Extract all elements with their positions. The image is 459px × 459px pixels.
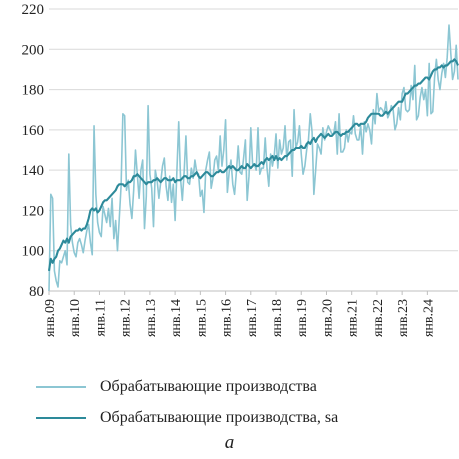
legend-item-1: Обрабатывающие производства: [36, 378, 317, 396]
y-tick-label: 140: [22, 163, 45, 179]
y-tick-label: 100: [22, 244, 45, 260]
x-tick-label: янв.20: [321, 299, 336, 337]
x-tick-label: янв.19: [295, 299, 310, 337]
y-tick-label: 160: [22, 123, 45, 139]
y-gridlines: [49, 8, 458, 252]
y-tick-label: 80: [29, 284, 44, 300]
legend-label-2: Обрабатывающие производства, sa: [100, 409, 339, 426]
x-tick-label: янв.21: [346, 299, 361, 337]
x-tick-label: янв.22: [371, 299, 386, 337]
y-tick-label: 220: [22, 2, 45, 18]
x-tick-label: янв.15: [194, 299, 209, 337]
x-tick-label: янв.12: [119, 299, 134, 337]
legend-swatch-1: [36, 386, 86, 388]
series-lines: [47, 24, 459, 292]
x-tick-label: янв.11: [93, 299, 108, 337]
figure-caption: а: [224, 432, 235, 453]
x-tick-label: янв.18: [270, 299, 285, 337]
x-tick-label: янв.10: [68, 299, 83, 337]
legend-item-2: Обрабатывающие производства, sa: [36, 409, 338, 427]
x-tick-label: янв.23: [396, 299, 411, 337]
y-tick-label: 120: [22, 203, 45, 219]
y-tick-label: 200: [22, 42, 45, 58]
x-tick-label: янв.24: [421, 299, 436, 337]
x-tick-label: янв.13: [144, 299, 159, 337]
legend-swatch-2: [36, 417, 86, 419]
y-tick-labels: 80 100 120 140 160 180 200 220: [22, 2, 45, 300]
x-tick-labels: янв.09 янв.10 янв.11 янв.12 янв.13 янв.14 янв.…: [43, 299, 436, 337]
x-tick-label: янв.09: [43, 299, 58, 337]
x-tick-label: янв.14: [169, 299, 184, 337]
series-line-2: [47, 58, 459, 272]
x-tick-marks: [48, 291, 428, 295]
x-tick-label: янв.16: [220, 299, 235, 337]
legend-label-1: Обрабатывающие производства: [100, 378, 317, 395]
x-tick-label: янв.17: [245, 299, 260, 337]
y-tick-label: 180: [22, 83, 45, 99]
